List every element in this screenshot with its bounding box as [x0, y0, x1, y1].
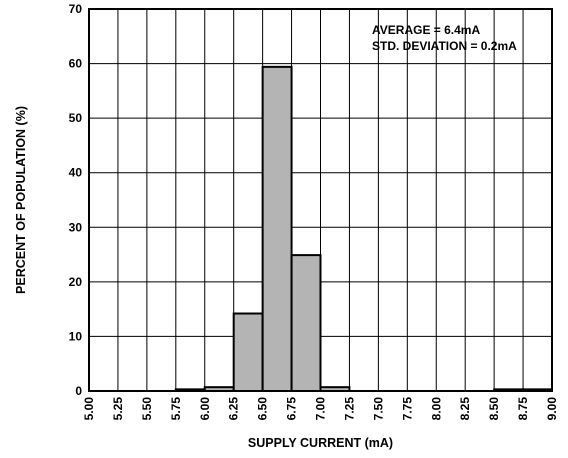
- y-tick-label: 40: [69, 166, 83, 180]
- histogram-bar: [290, 254, 322, 392]
- plot-frame: [88, 8, 553, 392]
- std-deviation-annotation: STD. DEVIATION = 0.2mA: [372, 39, 517, 53]
- y-axis-label: PERCENT OF POPULATION (%): [14, 106, 28, 294]
- x-tick-label: 6.00: [198, 397, 212, 421]
- x-tick-label: 9.00: [545, 397, 559, 421]
- x-tick-label: 6.50: [256, 397, 270, 421]
- x-tick-label: 8.25: [458, 397, 472, 421]
- x-tick-label: 5.25: [111, 397, 125, 421]
- x-tick-label: 5.00: [82, 397, 96, 421]
- x-tick-label: 8.75: [516, 397, 530, 421]
- average-annotation: AVERAGE = 6.4mA: [372, 23, 480, 37]
- x-tick-label: 8.00: [429, 397, 443, 421]
- y-tick-label: 60: [69, 57, 83, 71]
- x-tick-label: 7.75: [400, 397, 414, 421]
- y-tick-label: 10: [69, 329, 83, 343]
- x-tick-label: 7.00: [314, 397, 328, 421]
- y-tick-label: 50: [69, 111, 83, 125]
- x-axis-label: SUPPLY CURRENT (mA): [248, 436, 393, 450]
- y-tick-label: 20: [69, 275, 83, 289]
- histogram-bars: [174, 65, 553, 393]
- x-tick-label: 6.25: [227, 397, 241, 421]
- x-tick-label: 5.75: [169, 397, 183, 421]
- y-tick-label: 70: [69, 2, 83, 16]
- y-tick-labels: 0 10 20 30 40 50 60 70: [69, 2, 83, 398]
- x-tick-label: 8.50: [487, 397, 501, 421]
- histogram-bar: [232, 312, 264, 393]
- x-tick-label: 7.25: [342, 397, 356, 421]
- x-tick-label: 6.75: [285, 397, 299, 421]
- y-tick-label: 30: [69, 220, 83, 234]
- x-tick-label: 5.50: [140, 397, 154, 421]
- y-tick-label: 0: [75, 384, 82, 398]
- x-tick-labels: 5.00 5.25 5.50 5.75 6.00 6.25 6.50 6.75 7.00 7.25…: [82, 397, 559, 421]
- histogram-bar: [261, 65, 293, 393]
- x-tick-label: 7.50: [371, 397, 385, 421]
